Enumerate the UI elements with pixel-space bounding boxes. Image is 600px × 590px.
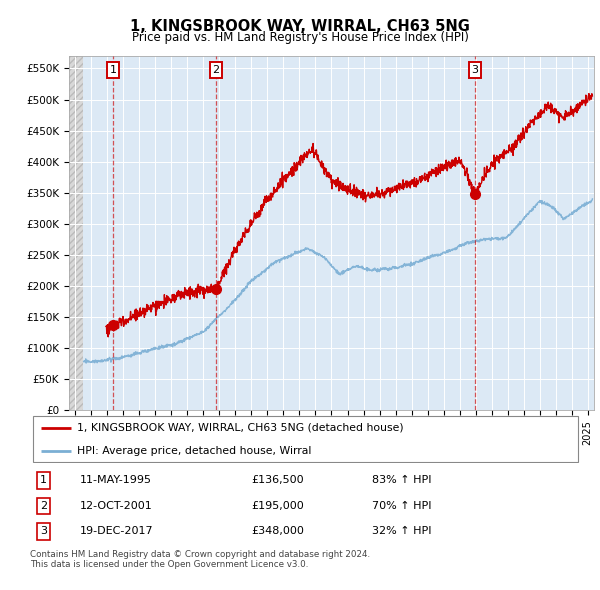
- Text: 83% ↑ HPI: 83% ↑ HPI: [372, 476, 432, 486]
- Text: Contains HM Land Registry data © Crown copyright and database right 2024.
This d: Contains HM Land Registry data © Crown c…: [30, 550, 370, 569]
- Text: 2: 2: [40, 501, 47, 511]
- Text: £195,000: £195,000: [251, 501, 304, 511]
- Text: 19-DEC-2017: 19-DEC-2017: [80, 526, 154, 536]
- Text: 70% ↑ HPI: 70% ↑ HPI: [372, 501, 432, 511]
- Text: 1, KINGSBROOK WAY, WIRRAL, CH63 5NG: 1, KINGSBROOK WAY, WIRRAL, CH63 5NG: [130, 19, 470, 34]
- Text: HPI: Average price, detached house, Wirral: HPI: Average price, detached house, Wirr…: [77, 446, 311, 456]
- Text: 1: 1: [110, 65, 116, 75]
- Text: 12-OCT-2001: 12-OCT-2001: [80, 501, 152, 511]
- Text: 3: 3: [40, 526, 47, 536]
- Bar: [69, 56, 83, 410]
- Text: £136,500: £136,500: [251, 476, 304, 486]
- Text: 1, KINGSBROOK WAY, WIRRAL, CH63 5NG (detached house): 1, KINGSBROOK WAY, WIRRAL, CH63 5NG (det…: [77, 423, 404, 433]
- Text: 2: 2: [212, 65, 220, 75]
- Text: Price paid vs. HM Land Registry's House Price Index (HPI): Price paid vs. HM Land Registry's House …: [131, 31, 469, 44]
- Text: 3: 3: [472, 65, 479, 75]
- FancyBboxPatch shape: [33, 416, 578, 462]
- Text: 32% ↑ HPI: 32% ↑ HPI: [372, 526, 432, 536]
- Text: 11-MAY-1995: 11-MAY-1995: [80, 476, 152, 486]
- Text: £348,000: £348,000: [251, 526, 304, 536]
- Text: 1: 1: [40, 476, 47, 486]
